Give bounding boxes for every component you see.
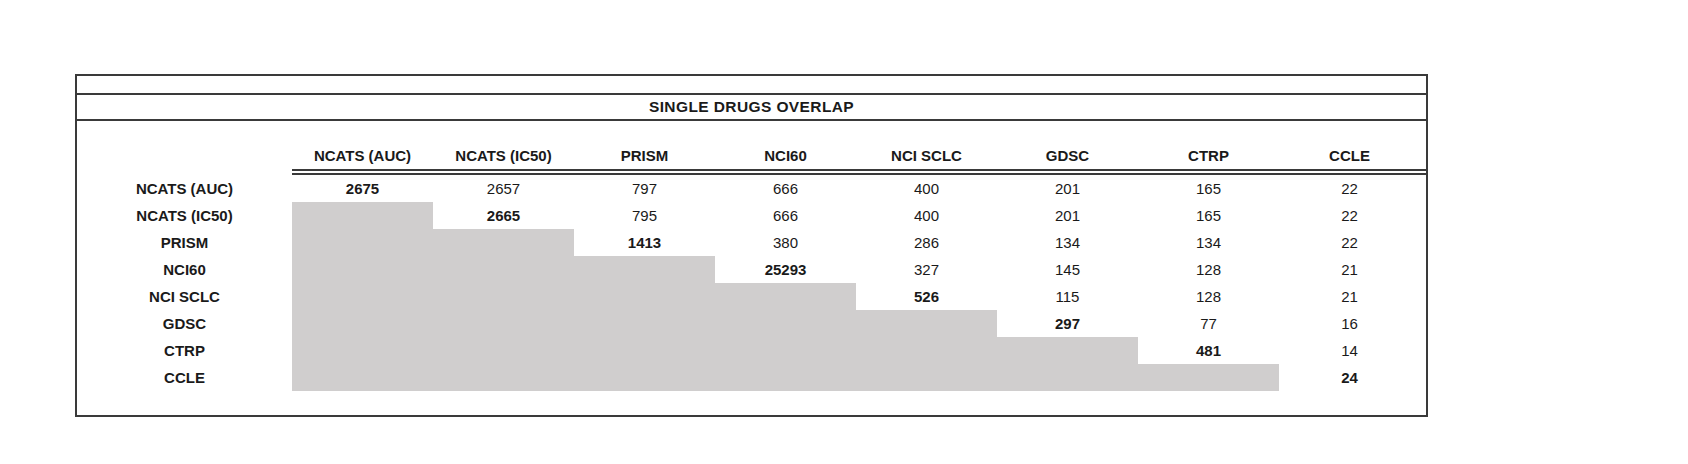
shaded-cell: [292, 310, 433, 337]
shaded-cell: [856, 310, 997, 337]
column-header-5: GDSC: [997, 147, 1138, 164]
shaded-cell: [574, 337, 715, 364]
value-cell: 666: [715, 202, 856, 229]
shaded-cell: [433, 256, 574, 283]
value-cell: 201: [997, 175, 1138, 202]
value-cell: 128: [1138, 256, 1279, 283]
shaded-cell: [433, 310, 574, 337]
row-label: NCI SCLC: [77, 288, 292, 305]
value-cell: 145: [997, 256, 1138, 283]
shaded-cell: [574, 310, 715, 337]
row-label: CTRP: [77, 342, 292, 359]
value-cell: 134: [1138, 229, 1279, 256]
title-bar: SINGLE DRUGS OVERLAP: [77, 95, 1426, 121]
value-cell: 2665: [433, 202, 574, 229]
value-cell: 286: [856, 229, 997, 256]
column-header-4: NCI SCLC: [856, 147, 997, 164]
table-row: PRISM141338028613413422: [77, 229, 1426, 256]
value-cell: 21: [1279, 283, 1420, 310]
value-cell: 795: [574, 202, 715, 229]
value-cell: 481: [1138, 337, 1279, 364]
shaded-cell: [997, 364, 1138, 391]
value-cell: 400: [856, 202, 997, 229]
value-cell: 134: [997, 229, 1138, 256]
shaded-cell: [715, 283, 856, 310]
shaded-cell: [856, 364, 997, 391]
shaded-cell: [715, 337, 856, 364]
shaded-cell: [292, 202, 433, 229]
table-row: CCLE 24: [77, 364, 1426, 391]
shaded-cell: [574, 283, 715, 310]
value-cell: 24: [1279, 364, 1420, 391]
value-cell: 77: [1138, 310, 1279, 337]
value-cell: 16: [1279, 310, 1420, 337]
value-cell: 165: [1138, 175, 1279, 202]
value-cell: 2675: [292, 175, 433, 202]
value-cell: 25293: [715, 256, 856, 283]
shaded-cell: [292, 364, 433, 391]
shaded-cell: [997, 337, 1138, 364]
row-label: CCLE: [77, 369, 292, 386]
value-cell: 797: [574, 175, 715, 202]
shaded-cell: [292, 337, 433, 364]
column-header-1: NCATS (IC50): [433, 147, 574, 164]
shaded-cell: [856, 337, 997, 364]
shaded-cell: [574, 364, 715, 391]
shaded-cell: [715, 364, 856, 391]
table-row: NCI SCLC 52611512821: [77, 283, 1426, 310]
page-title: SINGLE DRUGS OVERLAP: [649, 98, 854, 116]
shaded-cell: [574, 256, 715, 283]
value-cell: 128: [1138, 283, 1279, 310]
value-cell: 526: [856, 283, 997, 310]
column-header-2: PRISM: [574, 147, 715, 164]
shaded-cell: [292, 283, 433, 310]
shaded-cell: [1138, 364, 1279, 391]
column-header-6: CTRP: [1138, 147, 1279, 164]
row-label: NCI60: [77, 261, 292, 278]
value-cell: 22: [1279, 202, 1420, 229]
row-label: PRISM: [77, 234, 292, 251]
row-label: NCATS (IC50): [77, 207, 292, 224]
value-cell: 201: [997, 202, 1138, 229]
shaded-cell: [433, 337, 574, 364]
row-label: NCATS (AUC): [77, 180, 292, 197]
shaded-cell: [433, 229, 574, 256]
value-cell: 115: [997, 283, 1138, 310]
top-strip: [77, 76, 1426, 95]
page: SINGLE DRUGS OVERLAP NCATS (AUC)NCATS (I…: [0, 0, 1688, 464]
value-cell: 22: [1279, 175, 1420, 202]
shaded-cell: [433, 364, 574, 391]
value-cell: 21: [1279, 256, 1420, 283]
shaded-cell: [292, 256, 433, 283]
overlap-table-panel: SINGLE DRUGS OVERLAP NCATS (AUC)NCATS (I…: [75, 74, 1428, 417]
column-header-7: CCLE: [1279, 147, 1420, 164]
value-cell: 297: [997, 310, 1138, 337]
table-row: GDSC 2977716: [77, 310, 1426, 337]
value-cell: 22: [1279, 229, 1420, 256]
value-cell: 400: [856, 175, 997, 202]
column-header-3: NCI60: [715, 147, 856, 164]
row-label: GDSC: [77, 315, 292, 332]
table-body: NCATS (AUC)2675265779766640020116522NCAT…: [77, 175, 1426, 391]
value-cell: 2657: [433, 175, 574, 202]
value-cell: 165: [1138, 202, 1279, 229]
value-cell: 1413: [574, 229, 715, 256]
value-cell: 666: [715, 175, 856, 202]
table-row: CTRP 48114: [77, 337, 1426, 364]
table-row: NCATS (IC50) 266579566640020116522: [77, 202, 1426, 229]
header-row: NCATS (AUC)NCATS (IC50)PRISMNCI60NCI SCL…: [77, 142, 1426, 169]
value-cell: 327: [856, 256, 997, 283]
value-cell: 380: [715, 229, 856, 256]
shaded-cell: [292, 229, 433, 256]
column-header-0: NCATS (AUC): [292, 147, 433, 164]
value-cell: 14: [1279, 337, 1420, 364]
table-row: NCI60 2529332714512821: [77, 256, 1426, 283]
header-spacer: [77, 121, 1426, 142]
table-row: NCATS (AUC)2675265779766640020116522: [77, 175, 1426, 202]
shaded-cell: [715, 310, 856, 337]
shaded-cell: [433, 283, 574, 310]
